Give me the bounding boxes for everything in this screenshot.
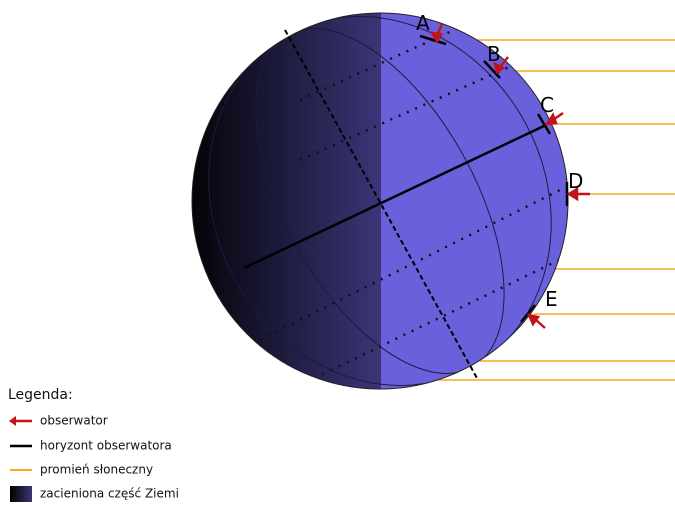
observer-arrows [429,23,590,329]
legend-label: promień słoneczny [40,463,153,477]
legend-label: zacieniona część Ziemi [40,487,179,501]
point-label: B [487,42,501,66]
earth-axis [284,29,479,381]
legend-title: Legenda: [8,387,73,403]
point-label: C [540,93,554,117]
sun-rays [412,39,675,381]
point-label: D [568,169,583,193]
point-label: E [545,287,558,311]
legend-label: obserwator [40,414,108,428]
legend: Legenda: obserwator horyzont obserwatora… [8,387,179,502]
point-label: A [416,11,430,35]
legend-label: horyzont obserwatora [40,439,172,453]
